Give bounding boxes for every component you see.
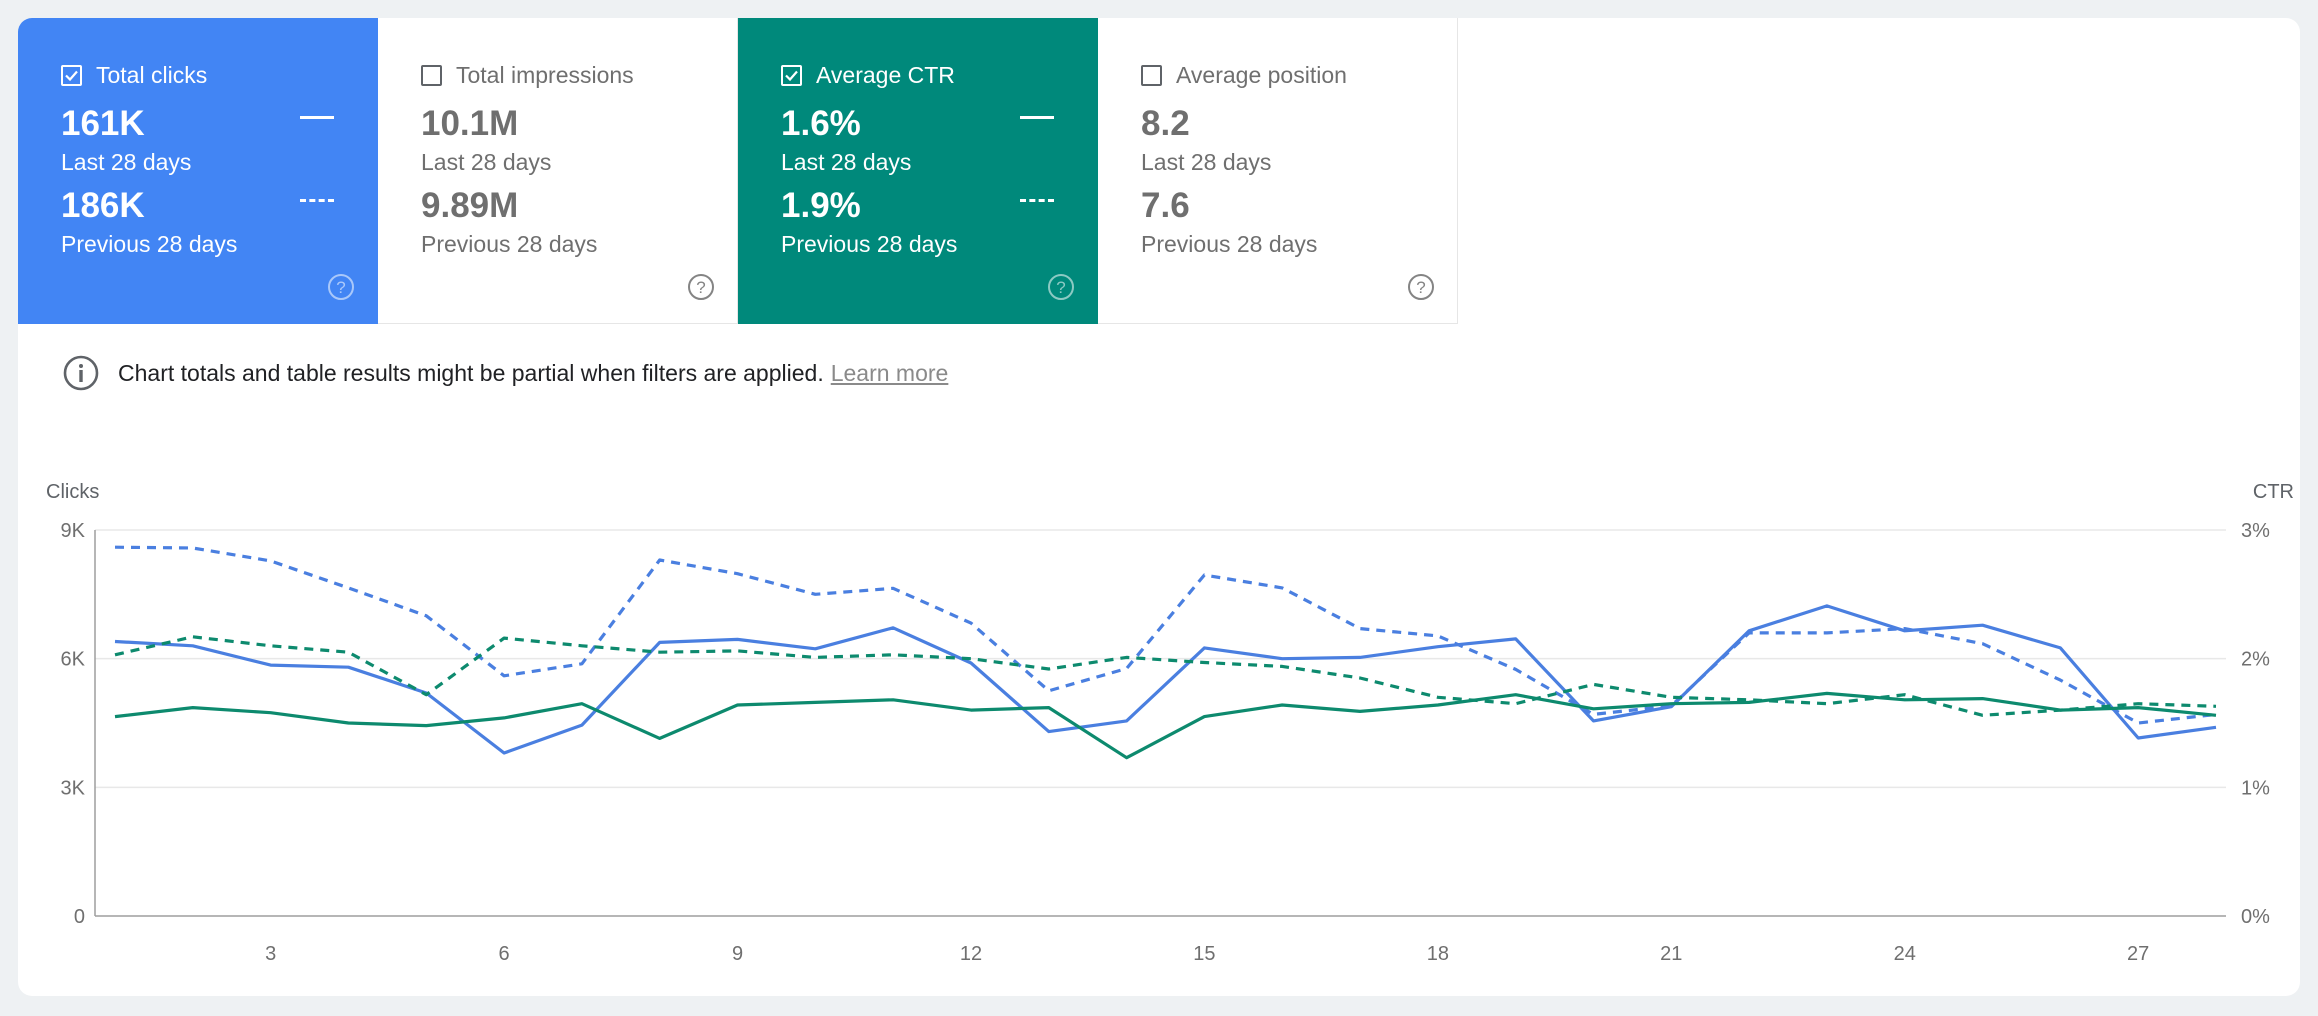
metric-card-header: Total clicks bbox=[61, 62, 207, 89]
x-tick-label: 27 bbox=[2127, 943, 2149, 965]
metric-previous-value: 186K bbox=[61, 186, 145, 225]
metric-title: Total impressions bbox=[456, 62, 634, 88]
performance-panel: Total clicks 161K Last 28 days 186K Prev… bbox=[18, 18, 2300, 996]
checkbox[interactable] bbox=[781, 65, 802, 86]
notice-text: Chart totals and table results might be … bbox=[118, 359, 824, 386]
metric-current-label: Last 28 days bbox=[781, 149, 912, 175]
metric-card-header: Average position bbox=[1141, 62, 1347, 89]
metric-card-header: Average CTR bbox=[781, 62, 955, 89]
metric-previous-label: Previous 28 days bbox=[1141, 231, 1318, 257]
performance-chart: 0 3K 6K 9K 0% 1% 2% 3% Clicks CTR 3 6 9 12 15 18 21 24 27 bbox=[46, 481, 2294, 965]
y-left-tick-label: 9K bbox=[61, 520, 86, 542]
chart-series bbox=[114, 545, 2217, 760]
metric-current-label: Last 28 days bbox=[421, 149, 552, 175]
metric-previous-label: Previous 28 days bbox=[61, 231, 238, 257]
checkbox[interactable] bbox=[421, 65, 442, 86]
y-right-tick-label: 3% bbox=[2241, 520, 2270, 542]
metric-current-label: Last 28 days bbox=[61, 149, 192, 175]
current-ctr-series-line bbox=[114, 691, 2217, 760]
x-tick-label: 24 bbox=[1894, 943, 1916, 965]
metric-cards: Total clicks 161K Last 28 days 186K Prev… bbox=[18, 18, 1458, 324]
learn-more-link[interactable]: Learn more bbox=[830, 359, 949, 386]
previous-clicks-series-line bbox=[114, 545, 2217, 725]
x-tick-label: 21 bbox=[1660, 943, 1682, 965]
metric-card-average-ctr[interactable]: Average CTR 1.6% Last 28 days 1.9% Previ… bbox=[738, 18, 1098, 324]
metric-current-value: 1.6% bbox=[781, 104, 861, 143]
dashed-line-legend-icon bbox=[1020, 199, 1054, 202]
metric-card-header: Total impressions bbox=[421, 62, 634, 89]
y-right-tick-label: 0% bbox=[2241, 906, 2270, 928]
metric-card-total-clicks[interactable]: Total clicks 161K Last 28 days 186K Prev… bbox=[18, 18, 378, 324]
svg-text:?: ? bbox=[1416, 278, 1425, 297]
x-tick-label: 15 bbox=[1193, 943, 1215, 965]
current-clicks-series-line bbox=[114, 604, 2217, 755]
y-left-tick-label: 6K bbox=[61, 649, 86, 671]
info-icon bbox=[63, 355, 99, 391]
chart-axes bbox=[94, 530, 2226, 917]
solid-line-legend-icon bbox=[300, 116, 334, 119]
metric-previous-label: Previous 28 days bbox=[781, 231, 958, 257]
metric-title: Total clicks bbox=[96, 62, 208, 88]
checkbox[interactable] bbox=[1141, 65, 1162, 86]
metric-card-average-position[interactable]: Average position 8.2 Last 28 days 7.6 Pr… bbox=[1098, 18, 1458, 324]
help-icon[interactable]: ? bbox=[1407, 273, 1435, 301]
help-icon[interactable]: ? bbox=[687, 273, 715, 301]
metric-current-value: 10.1M bbox=[421, 104, 519, 143]
checkmark-icon bbox=[65, 70, 78, 82]
solid-line-legend-icon bbox=[1020, 116, 1054, 119]
filter-notice: Chart totals and table results might be … bbox=[62, 354, 948, 392]
y-left-tick-label: 3K bbox=[61, 777, 86, 799]
x-tick-label: 6 bbox=[499, 943, 510, 965]
chart-labels: 0 3K 6K 9K 0% 1% 2% 3% Clicks CTR 3 6 9 12 15 18 21 24 27 bbox=[46, 481, 2294, 965]
y-right-axis-title: CTR bbox=[2253, 481, 2294, 503]
metric-current-value: 8.2 bbox=[1141, 104, 1190, 143]
metric-previous-value: 9.89M bbox=[421, 186, 519, 225]
svg-text:?: ? bbox=[1056, 278, 1065, 297]
y-left-axis-title: Clicks bbox=[46, 481, 99, 503]
dashed-line-legend-icon bbox=[300, 199, 334, 202]
metric-card-total-impressions[interactable]: Total impressions 10.1M Last 28 days 9.8… bbox=[378, 18, 738, 324]
x-tick-label: 9 bbox=[732, 943, 743, 965]
metric-title: Average CTR bbox=[816, 62, 955, 88]
svg-text:?: ? bbox=[696, 278, 705, 297]
y-right-tick-label: 2% bbox=[2241, 649, 2270, 671]
y-left-tick-label: 0 bbox=[74, 906, 85, 928]
previous-ctr-series-line bbox=[114, 635, 2217, 717]
help-icon[interactable]: ? bbox=[1047, 273, 1075, 301]
checkbox[interactable] bbox=[61, 65, 82, 86]
y-right-tick-label: 1% bbox=[2241, 777, 2270, 799]
help-icon[interactable]: ? bbox=[327, 273, 355, 301]
x-tick-label: 3 bbox=[265, 943, 276, 965]
x-tick-label: 12 bbox=[960, 943, 982, 965]
metric-previous-value: 1.9% bbox=[781, 186, 861, 225]
metric-previous-label: Previous 28 days bbox=[421, 231, 598, 257]
checkmark-icon bbox=[785, 70, 798, 82]
metric-current-value: 161K bbox=[61, 104, 145, 143]
metric-current-label: Last 28 days bbox=[1141, 149, 1272, 175]
x-tick-label: 18 bbox=[1427, 943, 1449, 965]
svg-text:?: ? bbox=[336, 278, 345, 297]
metric-title: Average position bbox=[1176, 62, 1347, 88]
metric-previous-value: 7.6 bbox=[1141, 186, 1190, 225]
